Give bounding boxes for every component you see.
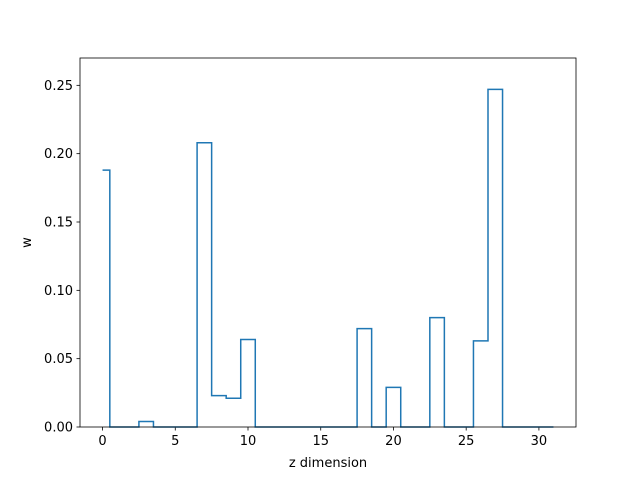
- x-tick-label: 15: [312, 434, 329, 449]
- y-axis-label: w: [20, 237, 35, 248]
- y-tick-label: 0.25: [44, 79, 73, 94]
- y-tick-label: 0.20: [44, 147, 73, 162]
- x-tick-label: 0: [98, 434, 106, 449]
- x-axis-label: z dimension: [289, 456, 367, 471]
- x-tick-label: 25: [458, 434, 475, 449]
- y-tick-label: 0.00: [44, 421, 73, 436]
- y-axis-ticks: 0.00 0.05 0.10 0.15 0.20 0.25: [44, 79, 80, 436]
- y-tick-label: 0.05: [44, 352, 73, 367]
- x-tick-label: 30: [531, 434, 548, 449]
- plot-area: [80, 58, 576, 427]
- x-tick-label: 20: [385, 434, 402, 449]
- x-axis-ticks: 0 5 10 15 20 25 30: [98, 427, 547, 449]
- y-tick-label: 0.10: [44, 284, 73, 299]
- plot-frame: [79, 57, 577, 428]
- x-tick-label: 5: [171, 434, 179, 449]
- y-tick-label: 0.15: [44, 216, 73, 231]
- x-tick-label: 10: [240, 434, 257, 449]
